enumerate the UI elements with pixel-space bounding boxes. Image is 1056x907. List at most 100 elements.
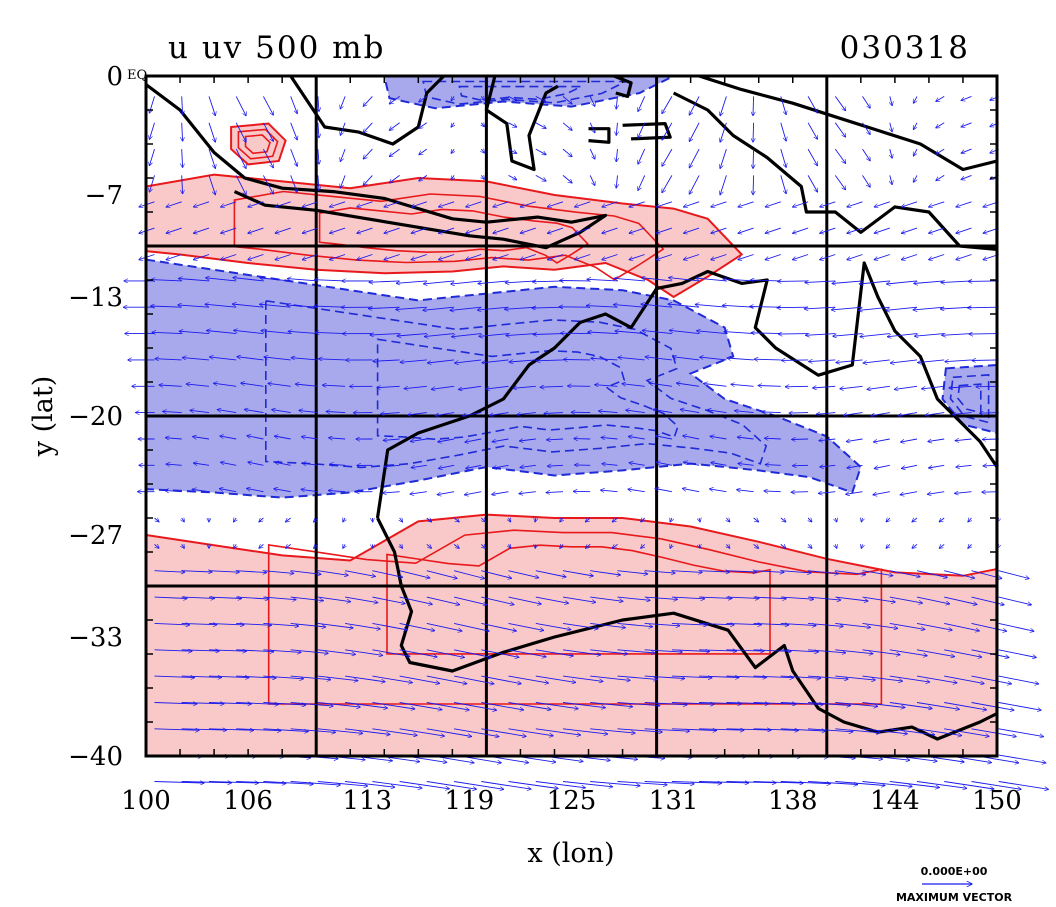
wind-vector bbox=[235, 175, 246, 195]
wind-vector bbox=[290, 96, 298, 113]
wind-vector bbox=[340, 175, 346, 188]
wind-vector bbox=[887, 280, 918, 284]
wind-vector bbox=[684, 462, 700, 466]
wind-vector bbox=[236, 623, 271, 625]
coastline-layer bbox=[146, 76, 997, 741]
wind-vector bbox=[234, 544, 237, 548]
wind-vector bbox=[263, 175, 273, 194]
wind-vector bbox=[149, 122, 155, 140]
wind-vector bbox=[862, 570, 893, 576]
wind-vector bbox=[890, 359, 918, 363]
wind-vector bbox=[248, 201, 264, 207]
wind-vector bbox=[314, 544, 319, 548]
wind-vector bbox=[834, 96, 845, 110]
wind-vector bbox=[764, 491, 781, 492]
wind-vector bbox=[944, 728, 989, 737]
wind-vector bbox=[753, 149, 754, 168]
wind-vector bbox=[726, 544, 729, 548]
wind-vector bbox=[590, 596, 623, 601]
wind-vector bbox=[221, 462, 237, 466]
x-tick-label: 131 bbox=[649, 786, 699, 816]
wind-vector bbox=[562, 175, 572, 183]
wind-vector bbox=[656, 227, 673, 233]
wind-vector bbox=[287, 279, 318, 282]
wind-vector bbox=[454, 649, 492, 658]
wind-vector bbox=[314, 306, 346, 307]
wind-vector bbox=[451, 96, 454, 100]
wind-vector bbox=[834, 175, 845, 189]
wind-vector bbox=[662, 148, 673, 166]
wind-vector bbox=[532, 281, 564, 282]
wind-vector bbox=[793, 227, 809, 233]
wind-vector bbox=[684, 254, 700, 260]
wind-vector bbox=[589, 175, 595, 185]
wind-vector bbox=[505, 306, 536, 309]
wind-vector bbox=[535, 781, 586, 788]
wind-vector bbox=[901, 464, 918, 468]
wind-vector bbox=[535, 96, 546, 102]
wind-vector bbox=[560, 518, 563, 522]
wind-vector bbox=[383, 439, 400, 440]
wind-vector bbox=[808, 596, 841, 600]
wind-vector bbox=[317, 781, 368, 787]
wind-vector bbox=[481, 123, 484, 127]
wind-vector bbox=[481, 702, 523, 711]
wind-vector bbox=[426, 649, 465, 658]
wind-vector bbox=[345, 781, 395, 788]
wind-vector bbox=[971, 622, 1007, 631]
wind-vector bbox=[976, 386, 999, 387]
wind-vector bbox=[234, 330, 264, 335]
wind-vector bbox=[656, 201, 673, 207]
wind-vector bbox=[399, 596, 433, 604]
wind-vector bbox=[612, 544, 618, 548]
wind-vector bbox=[589, 96, 595, 106]
wind-vector bbox=[479, 333, 509, 337]
wind-vector bbox=[887, 333, 918, 337]
wind-vector bbox=[847, 254, 863, 260]
wind-vector bbox=[330, 254, 346, 260]
wind-vector bbox=[913, 96, 918, 103]
wind-vector bbox=[955, 492, 972, 494]
wind-vector bbox=[901, 201, 918, 207]
wind-vector bbox=[154, 571, 185, 573]
wind-vector bbox=[873, 438, 890, 442]
wind-vector bbox=[617, 570, 648, 574]
wind-vector bbox=[944, 781, 994, 790]
wind-vector bbox=[477, 306, 509, 310]
wind-vector bbox=[780, 148, 786, 167]
wind-vector bbox=[508, 148, 517, 153]
x-tick-label: 119 bbox=[445, 786, 495, 816]
wind-vector bbox=[426, 622, 462, 631]
wind-vector bbox=[998, 622, 1034, 631]
wind-vector bbox=[726, 518, 729, 522]
wind-vector bbox=[726, 676, 766, 677]
wind-vector bbox=[389, 175, 400, 183]
wind-vector bbox=[780, 596, 814, 599]
wind-vector bbox=[961, 95, 972, 100]
wind-vector bbox=[844, 412, 863, 416]
wind-vector bbox=[863, 359, 890, 363]
wind-vector bbox=[753, 729, 799, 731]
wind-vector bbox=[232, 304, 264, 308]
wind-vector bbox=[968, 281, 999, 282]
wind-vector bbox=[248, 462, 264, 466]
wind-vector bbox=[368, 307, 400, 308]
wind-vector bbox=[508, 570, 539, 578]
wind-vector bbox=[575, 201, 591, 207]
wind-vector bbox=[644, 622, 680, 625]
wind-vector bbox=[508, 622, 544, 630]
wind-vector bbox=[235, 122, 246, 142]
wind-vector bbox=[295, 384, 318, 387]
wind-vector bbox=[330, 464, 346, 465]
wind-vector bbox=[912, 518, 918, 522]
wind-vector bbox=[940, 307, 972, 309]
wind-vector bbox=[263, 122, 273, 142]
wind-vector bbox=[562, 570, 593, 576]
x-tick-label: 100 bbox=[121, 786, 171, 816]
wind-vector bbox=[684, 201, 700, 207]
wind-vector bbox=[711, 254, 727, 260]
wind-vector bbox=[318, 149, 319, 164]
wind-vector bbox=[235, 96, 246, 115]
wind-vector bbox=[789, 413, 809, 414]
wind-vector bbox=[535, 544, 536, 548]
